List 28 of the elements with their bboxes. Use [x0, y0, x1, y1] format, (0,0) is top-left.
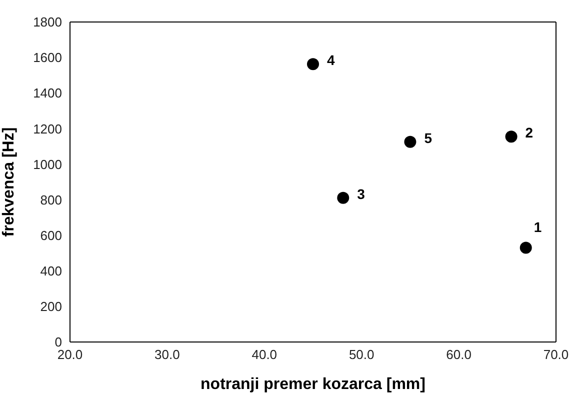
y-tick-label: 200 — [40, 299, 62, 314]
point — [505, 130, 518, 143]
x-tick-label: 60.0 — [446, 347, 472, 362]
y-tick-label: 1600 — [33, 50, 62, 66]
y-tick-label: 1800 — [33, 14, 62, 30]
annotation: 2 — [525, 124, 534, 141]
y-tick-label: 0 — [54, 334, 62, 350]
point — [520, 242, 532, 254]
y-tick-label: 800 — [40, 192, 62, 208]
point — [337, 192, 350, 204]
annotation: 3 — [357, 186, 366, 202]
x-tick-label: 70.0 — [543, 347, 569, 362]
x-tick-label: 30.0 — [154, 347, 180, 362]
point — [404, 136, 416, 148]
annotation: 1 — [534, 218, 542, 235]
y-tick-label: 1200 — [33, 121, 62, 136]
y-tick-label: 1400 — [33, 86, 62, 101]
annotation: 4 — [327, 52, 335, 68]
x-axis-title: notranji premer kozarca [mm] — [200, 376, 426, 393]
annotation: 5 — [424, 130, 432, 146]
y-axis-title: frekvenca [Hz] — [0, 127, 18, 237]
x-tick-label: 20.0 — [57, 347, 83, 362]
y-tick-label: 1000 — [33, 156, 62, 172]
x-tick-label: 40.0 — [252, 347, 278, 362]
point — [307, 58, 319, 70]
y-tick-label: 600 — [40, 228, 62, 243]
x-tick-label: 50.0 — [348, 347, 374, 362]
y-tick-label: 400 — [40, 264, 62, 279]
